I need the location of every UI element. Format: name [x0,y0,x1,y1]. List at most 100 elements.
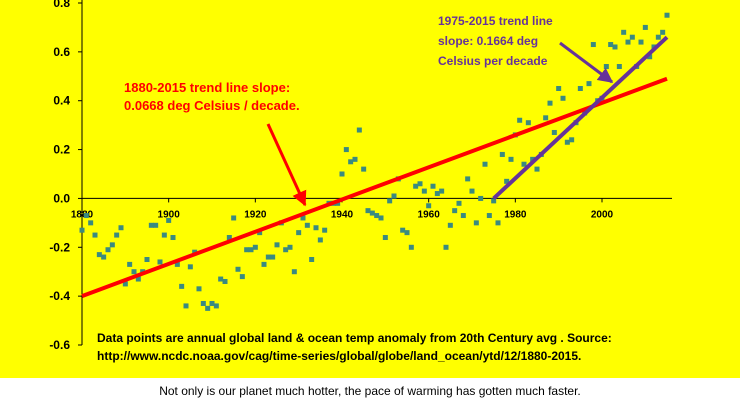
data-point [296,230,302,236]
trend-line-1880-2015 [81,76,668,299]
data-point [612,44,618,50]
data-point [153,222,159,228]
data-point [248,247,254,253]
data-point [374,213,380,219]
data-point [655,34,661,40]
data-point [482,161,488,167]
data-point [525,120,531,126]
data-point [270,254,276,260]
data-point [213,303,219,309]
x-tick-label: 2000 [591,209,614,220]
data-point [560,95,566,101]
data-point [430,183,436,189]
data-point [629,34,635,40]
data-point [460,213,466,219]
data-point [534,166,540,172]
y-tick-label: -0.2 [49,240,70,254]
data-point [508,156,514,162]
data-point [456,200,462,206]
data-point [209,300,215,306]
data-point [413,183,419,189]
data-point [261,261,267,267]
purple-annotation-arrow [559,41,614,84]
data-point [621,29,627,35]
data-point [131,269,137,275]
purple-trend-annotation: slope: 0.1664 deg [438,34,538,48]
data-point [465,176,471,182]
data-point [421,188,427,194]
red-trend-annotation: 1880-2015 trend line slope: [124,80,290,95]
data-point [577,86,583,91]
data-point [157,259,163,265]
data-point [343,147,349,153]
data-point [196,286,202,292]
red-annotation-arrow [266,123,307,207]
data-point [660,29,666,35]
data-point [170,235,176,241]
data-point [647,54,653,60]
y-tick-label: 0.2 [53,143,70,157]
red-trend-annotation: 0.0668 deg Celsius / decade. [124,98,300,113]
data-point [313,225,319,231]
data-point [504,178,510,184]
data-point [226,235,232,241]
axes [78,0,672,346]
data-point [473,220,479,226]
data-point [265,254,271,260]
data-point [547,100,553,106]
data-point [244,247,250,253]
y-tick-label: -0.6 [49,338,70,352]
data-point [148,222,154,228]
data-point [447,222,453,228]
data-point [452,208,458,214]
data-point [486,213,492,219]
data-point [569,137,575,143]
x-tick-label: 1920 [244,209,267,220]
data-point [439,188,445,194]
data-point [235,266,241,272]
page-caption: Not only is our planet much hotter, the … [159,384,581,398]
data-point [79,227,85,233]
data-point [378,215,384,221]
data-point [304,222,310,228]
data-point [586,81,592,87]
data-point [183,303,189,309]
purple-trend-annotation: Celsius per decade [438,54,548,68]
data-point [322,227,328,233]
purple-trend-annotation: 1975-2015 trend line [438,14,553,28]
data-point [179,283,185,289]
data-point [530,156,536,162]
data-point [543,115,549,121]
data-point [551,129,557,135]
data-point [361,166,367,172]
data-point [114,232,120,238]
data-point [339,171,345,177]
data-point [564,139,570,145]
data-point [426,203,432,209]
data-point [335,200,341,206]
data-point [300,215,306,221]
data-point [287,244,293,250]
data-point [638,39,644,45]
data-point [495,220,501,226]
data-point [309,257,315,262]
data-point [365,208,371,214]
data-point [391,193,397,199]
y-tick-label: 0.0 [53,191,70,205]
data-point [109,242,115,248]
annotations: 1880-2015 trend line slope: 0.0668 deg Ce… [97,14,614,363]
data-point [556,86,562,91]
data-point [317,237,323,243]
data-point [478,195,484,201]
source-note: Data points are annual global land & oce… [97,331,612,345]
data-point [274,242,280,248]
data-point [231,215,237,221]
data-point [283,247,289,253]
data-point [205,305,211,311]
x-tick-label: 1980 [504,209,527,220]
data-point [291,269,297,275]
data-point [161,232,167,238]
data-point [521,161,527,167]
data-point [144,257,150,262]
data-point [382,235,388,241]
